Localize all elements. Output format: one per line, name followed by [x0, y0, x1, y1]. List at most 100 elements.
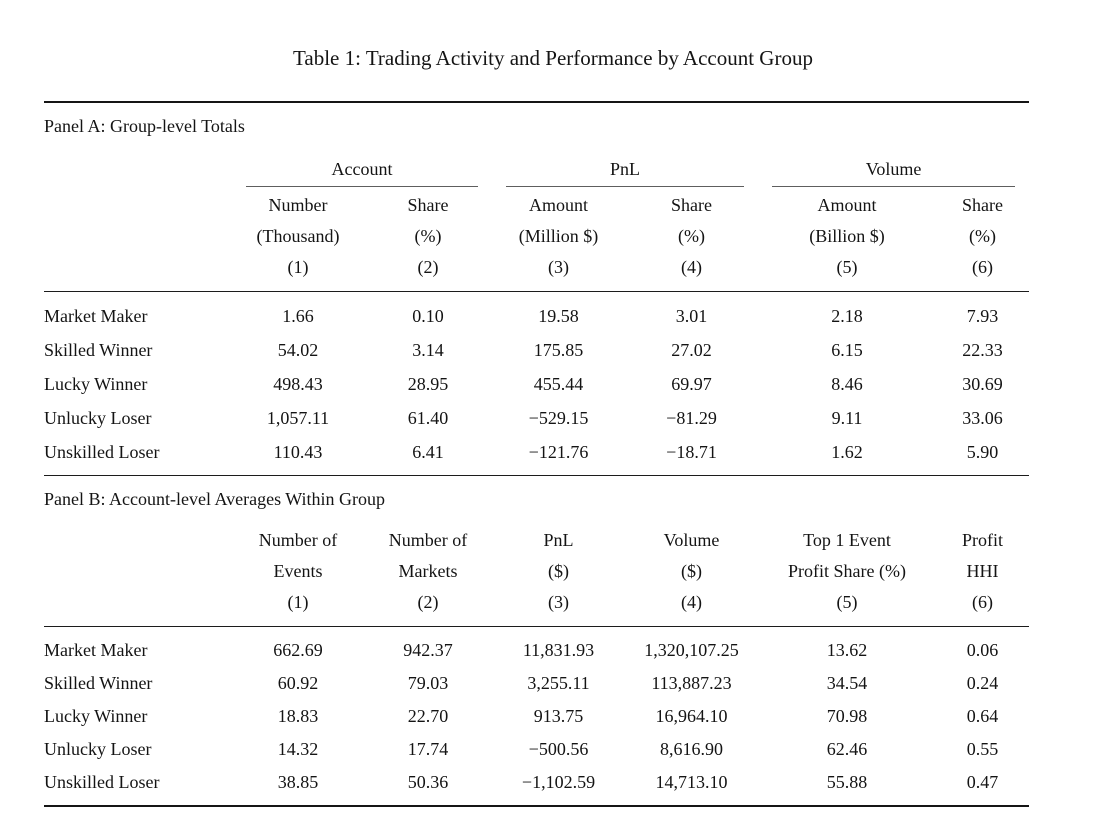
- row-label: Skilled Winner: [44, 340, 153, 360]
- cell: 6.15: [831, 340, 863, 360]
- column-header: Amount (Billion $) (5): [758, 187, 936, 292]
- cell: 113,887.23: [651, 673, 732, 693]
- column-header: Profit HHI (6): [936, 522, 1029, 627]
- row-label: Skilled Winner: [44, 673, 153, 693]
- cell: 27.02: [671, 340, 712, 360]
- cell: 22.33: [962, 340, 1003, 360]
- table-row: Unskilled Loser 110.43 6.41 −121.76 −18.…: [44, 435, 1029, 476]
- cell: 913.75: [533, 706, 584, 726]
- cell: 8,616.90: [660, 739, 723, 759]
- table-title: Table 1: Trading Activity and Performanc…: [293, 46, 813, 70]
- table-row: Lucky Winner 498.43 28.95 455.44 69.97 8…: [44, 367, 1029, 401]
- table-row: Unlucky Loser 1,057.11 61.40 −529.15 −81…: [44, 401, 1029, 435]
- panel-b-label-row: Panel B: Account-level Averages Within G…: [44, 475, 1030, 522]
- cell: 0.24: [966, 673, 999, 693]
- cell: 62.46: [826, 739, 868, 759]
- cell: 0.10: [364, 291, 492, 333]
- cell: 60.92: [277, 673, 319, 693]
- cell: 61.40: [407, 408, 449, 428]
- column-number: (3): [548, 592, 569, 612]
- column-number: (5): [836, 592, 858, 612]
- column-number: (3): [548, 257, 569, 277]
- cell: 0.47: [936, 766, 1030, 807]
- column-header-line: Amount: [528, 195, 588, 215]
- column-header-line: Share: [962, 195, 1004, 215]
- column-header: Share (%) (2): [364, 187, 492, 292]
- group-header-volume: Volume: [758, 149, 1029, 187]
- cell: 70.98: [826, 706, 868, 726]
- row-label: Unlucky Loser: [44, 408, 152, 428]
- cell: 0.64: [966, 706, 999, 726]
- table-row: Market Maker 662.69 942.37 11,831.93 1,3…: [44, 626, 1030, 667]
- cell: 14.32: [277, 739, 319, 759]
- cell: 19.58: [492, 291, 625, 333]
- column-number: (4): [681, 257, 702, 277]
- column-header-line: (Million $): [518, 226, 599, 246]
- column-header-line: HHI: [966, 561, 999, 581]
- row-label: Lucky Winner: [44, 374, 148, 394]
- column-number: (6): [972, 257, 994, 277]
- column-header-line: Events: [273, 561, 323, 581]
- cell: 498.43: [273, 374, 323, 394]
- cell: 69.97: [671, 374, 712, 394]
- column-header-line: Number: [268, 195, 328, 215]
- column-header-line: (%): [414, 226, 442, 246]
- cell: 18.83: [277, 706, 319, 726]
- cell: 13.62: [758, 626, 936, 667]
- cell: 1.66: [232, 291, 364, 333]
- cell: 8.46: [831, 374, 863, 394]
- cell: 7.93: [936, 291, 1030, 333]
- column-header-line: Number of: [388, 530, 468, 550]
- column-header: Amount (Million $) (3): [492, 187, 625, 292]
- panel-a-label-row: Panel A: Group-level Totals: [44, 101, 1030, 149]
- panel-a-column-header-row: Number (Thousand) (1) Share (%) (2) Amou…: [44, 187, 1029, 292]
- cell: 1,057.11: [266, 408, 330, 428]
- cell: 34.54: [826, 673, 868, 693]
- column-header: Number (Thousand) (1): [232, 187, 364, 292]
- column-number: (2): [417, 257, 439, 277]
- column-header-line: (Billion $): [809, 226, 885, 246]
- cell: 9.11: [831, 408, 863, 428]
- column-number: (1): [287, 592, 309, 612]
- cell: 0.06: [936, 626, 1030, 667]
- column-header-line: Number of: [258, 530, 338, 550]
- cell: 662.69: [232, 626, 364, 667]
- column-header-line: ($): [548, 561, 569, 581]
- cell: −81.29: [666, 408, 717, 428]
- row-label: Unlucky Loser: [44, 739, 152, 759]
- cell: 3,255.11: [527, 673, 590, 693]
- column-header: Number of Events (1): [232, 522, 364, 627]
- column-header-line: Profit Share (%): [788, 561, 906, 581]
- spacer-cell: [44, 149, 232, 187]
- cell: 3.14: [412, 340, 444, 360]
- cell: 6.41: [412, 442, 444, 462]
- cell: −121.76: [528, 442, 589, 462]
- cell: 28.95: [407, 374, 449, 394]
- column-number: (4): [681, 592, 702, 612]
- column-header-line: Top 1 Event: [803, 530, 891, 550]
- cell: 16,964.10: [655, 706, 728, 726]
- row-label: Unskilled Loser: [44, 766, 232, 807]
- column-header-line: (%): [969, 226, 997, 246]
- panel-a-label: Panel A: Group-level Totals: [44, 101, 1030, 149]
- cell: −500.56: [528, 739, 589, 759]
- cell: 5.90: [966, 442, 999, 462]
- cell: 3.01: [625, 291, 758, 333]
- spacer-cell: [44, 187, 232, 292]
- cell: 22.70: [407, 706, 449, 726]
- row-label: Unskilled Loser: [44, 442, 160, 462]
- column-header: Top 1 Event Profit Share (%) (5): [758, 522, 936, 627]
- column-header-line: Share: [671, 195, 712, 215]
- cell: 0.55: [966, 739, 999, 759]
- column-header-line: PnL: [543, 530, 574, 550]
- cell: 33.06: [962, 408, 1003, 428]
- column-header-line: Volume: [663, 530, 720, 550]
- cell: 14,713.10: [625, 766, 758, 807]
- column-header: Share (%) (4): [625, 187, 758, 292]
- cell: 17.74: [407, 739, 449, 759]
- table-row: Skilled Winner 54.02 3.14 175.85 27.02 6…: [44, 333, 1029, 367]
- group-header-volume-label: Volume: [772, 149, 1016, 187]
- column-header: Share (%) (6): [936, 187, 1029, 292]
- cell: 175.85: [533, 340, 584, 360]
